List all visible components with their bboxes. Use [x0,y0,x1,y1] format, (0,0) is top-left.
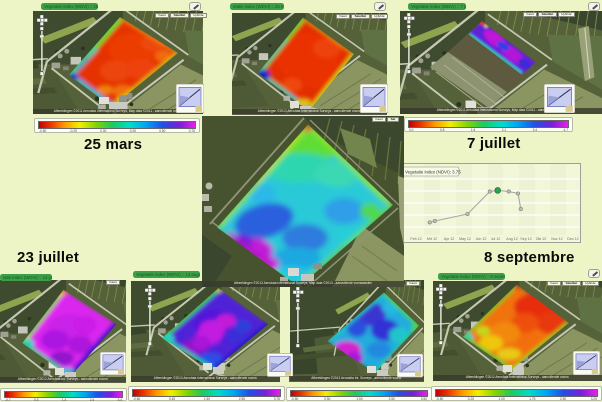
svg-text:Okt 12: Okt 12 [536,237,547,241]
svg-text:Jul 12: Jul 12 [491,237,501,241]
svg-text:Mrt 12: Mrt 12 [427,237,437,241]
svg-text:Feb 12: Feb 12 [410,237,421,241]
svg-text:Aug 12: Aug 12 [506,237,517,241]
svg-text:Jun 12: Jun 12 [476,237,487,241]
svg-text:Apr 12: Apr 12 [444,237,455,241]
svg-text:May 12: May 12 [459,237,471,241]
svg-text:Dec 12: Dec 12 [567,237,578,241]
svg-text:Nov 12: Nov 12 [551,237,562,241]
svg-text:Sep 12: Sep 12 [520,237,531,241]
svg-text:Vegetatie index (NDVI): 3.75: Vegetatie index (NDVI): 3.75 [405,170,461,175]
